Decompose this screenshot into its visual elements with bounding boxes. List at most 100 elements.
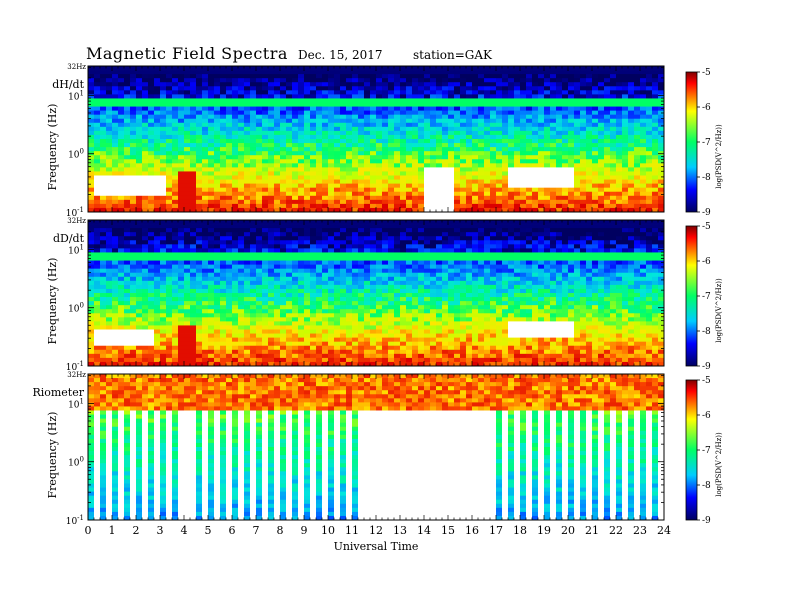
spectrogram-cell bbox=[280, 272, 287, 278]
spectrogram-cell bbox=[442, 98, 449, 103]
spectrogram-cell bbox=[142, 143, 149, 148]
spectrogram-cell bbox=[238, 244, 245, 249]
spectrogram-cell bbox=[388, 78, 395, 83]
spectrogram-cell bbox=[514, 147, 521, 152]
spectrogram-cell bbox=[490, 66, 497, 71]
spectrogram-cell bbox=[340, 163, 347, 168]
spectrogram-cell bbox=[100, 171, 107, 176]
spectrogram-cell bbox=[568, 207, 575, 213]
spectrogram-cell bbox=[328, 187, 335, 193]
spectrogram-cell bbox=[550, 151, 557, 156]
spectrogram-cell bbox=[466, 159, 473, 164]
spectrogram-cell bbox=[544, 126, 551, 132]
spectrogram-cell bbox=[208, 361, 215, 367]
spectrogram-cell bbox=[226, 70, 233, 75]
spectrogram-cell bbox=[286, 74, 293, 79]
spectrogram-cell bbox=[340, 147, 347, 152]
spectrogram-cell bbox=[466, 86, 473, 91]
spectrogram-cell bbox=[550, 203, 557, 209]
spectrogram-cell bbox=[256, 305, 263, 310]
spectrogram-cell bbox=[190, 195, 197, 201]
spectrogram-cell bbox=[208, 337, 215, 343]
spectrogram-cell bbox=[514, 122, 521, 128]
spectrogram-cell bbox=[88, 280, 95, 286]
spectrogram-cell bbox=[598, 199, 605, 205]
spectrogram-cell bbox=[118, 297, 125, 302]
spectrogram-cell bbox=[94, 151, 101, 156]
spectrogram-cell bbox=[418, 191, 425, 197]
spectrogram-cell bbox=[532, 130, 539, 136]
spectrogram-cell bbox=[292, 74, 299, 79]
spectrogram-cell bbox=[124, 114, 131, 120]
spectrogram-cell bbox=[454, 66, 461, 71]
spectrogram-cell bbox=[178, 86, 185, 91]
spectrogram-cell bbox=[526, 143, 533, 148]
spectrogram-cell bbox=[412, 98, 419, 103]
spectrogram-cell bbox=[394, 151, 401, 156]
spectrogram-cell bbox=[280, 361, 287, 367]
spectrogram-cell bbox=[220, 126, 227, 132]
spectrogram-cell bbox=[442, 70, 449, 75]
spectrogram-cell bbox=[292, 321, 299, 326]
spectrogram-cell bbox=[466, 183, 473, 189]
spectrogram-cell bbox=[136, 139, 143, 144]
spectrogram-cell bbox=[298, 159, 305, 164]
spectrogram-cell bbox=[250, 228, 257, 233]
spectrogram-cell bbox=[646, 106, 653, 112]
spectrogram-cell bbox=[88, 94, 95, 99]
spectrogram-cell bbox=[598, 114, 605, 120]
spectrogram-cell bbox=[292, 151, 299, 156]
spectrogram-cell bbox=[274, 147, 281, 152]
spectrogram-cell bbox=[268, 288, 275, 294]
spectrogram-cell bbox=[142, 139, 149, 144]
spectrogram-cell bbox=[412, 187, 419, 193]
spectrogram-cell bbox=[370, 183, 377, 189]
spectrogram-cell bbox=[106, 187, 113, 193]
spectrogram-cell bbox=[232, 293, 239, 298]
spectrogram-cell bbox=[328, 195, 335, 201]
spectrogram-cell bbox=[256, 252, 263, 257]
spectrogram-cell bbox=[550, 94, 557, 99]
spectrogram-cell bbox=[160, 86, 167, 91]
spectrogram-cell bbox=[394, 74, 401, 79]
spectrogram-cell bbox=[472, 90, 479, 95]
spectrogram-cell bbox=[622, 94, 629, 99]
spectrogram-cell bbox=[334, 163, 341, 168]
spectrogram-cell bbox=[220, 159, 227, 164]
spectrogram-cell bbox=[274, 118, 281, 124]
spectrogram-cell bbox=[526, 187, 533, 193]
spectrogram-cell bbox=[232, 143, 239, 148]
spectrogram-cell bbox=[604, 106, 611, 112]
spectrogram-cell bbox=[334, 90, 341, 95]
spectrogram-cell bbox=[124, 321, 131, 326]
spectrogram-cell bbox=[94, 244, 101, 249]
spectrogram-cell bbox=[256, 256, 263, 261]
spectrogram-cell bbox=[178, 305, 185, 310]
spectrogram-cell bbox=[226, 333, 233, 339]
spectrogram-cell bbox=[208, 126, 215, 132]
spectrogram-cell bbox=[406, 167, 413, 172]
spectrogram-cell bbox=[526, 122, 533, 128]
spectrogram-cell bbox=[472, 187, 479, 193]
spectrogram-cell bbox=[484, 106, 491, 112]
spectrogram-cell bbox=[178, 203, 185, 209]
spectrogram-cell bbox=[220, 272, 227, 278]
spectrogram-cell bbox=[352, 118, 359, 124]
spectrogram-cell bbox=[208, 66, 215, 71]
spectrogram-cell bbox=[130, 228, 137, 233]
spectrogram-cell bbox=[298, 244, 305, 249]
spectrogram-cell bbox=[178, 94, 185, 99]
spectrogram-cell bbox=[592, 126, 599, 132]
spectrogram-cell bbox=[622, 203, 629, 209]
spectrogram-cell bbox=[208, 90, 215, 95]
spectrogram-cell bbox=[130, 163, 137, 168]
spectrogram-cell bbox=[118, 276, 125, 282]
spectrogram-cell bbox=[304, 134, 311, 140]
spectrogram-cell bbox=[292, 159, 299, 164]
spectrogram-cell bbox=[448, 86, 455, 91]
spectrogram-cell bbox=[196, 163, 203, 168]
spectrogram-cell bbox=[100, 329, 107, 334]
spectrogram-cell bbox=[208, 313, 215, 318]
spectrogram-cell bbox=[262, 102, 269, 107]
spectrogram-cell bbox=[268, 329, 275, 334]
